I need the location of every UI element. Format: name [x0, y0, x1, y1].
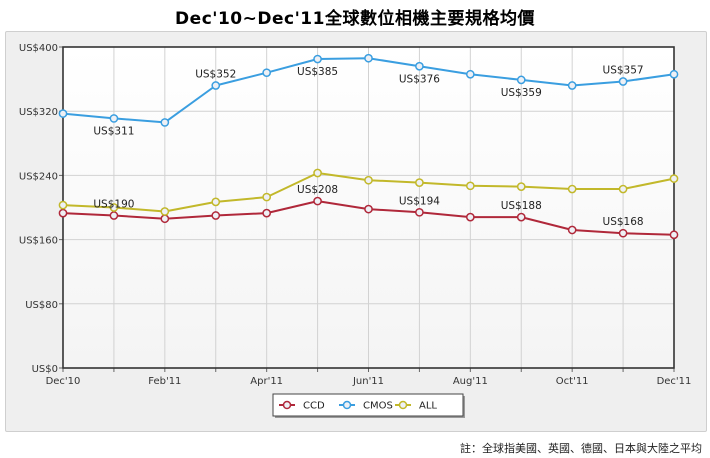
data-label-ccd: US$194	[399, 195, 440, 207]
point-all	[669, 174, 679, 183]
point-all	[415, 178, 424, 187]
point-ccd	[364, 204, 373, 214]
point-cmos	[160, 118, 170, 127]
x-tick-label: Dec'11	[657, 376, 692, 387]
point-all	[109, 203, 119, 212]
point-cmos	[262, 68, 272, 78]
y-tick-label: US$160	[19, 236, 58, 247]
data-label-cmos: US$357	[603, 65, 644, 77]
point-ccd	[160, 214, 170, 224]
point-all	[58, 200, 68, 210]
point-all	[262, 192, 272, 202]
data-label-cmos: US$311	[93, 125, 134, 137]
y-tick-label: US$400	[19, 43, 58, 54]
data-label-cmos: US$376	[399, 73, 440, 85]
data-label-ccd: US$168	[603, 216, 644, 228]
point-ccd	[262, 208, 272, 218]
data-label-ccd: US$208	[297, 184, 338, 196]
point-ccd	[516, 212, 526, 222]
point-all	[567, 184, 577, 194]
point-all	[618, 184, 628, 194]
data-label-ccd: US$190	[93, 199, 134, 211]
point-ccd	[465, 212, 475, 222]
y-tick-label: US$240	[19, 171, 58, 182]
point-ccd	[109, 211, 119, 220]
point-all	[516, 182, 526, 191]
point-cmos	[516, 75, 526, 85]
point-ccd	[58, 208, 68, 218]
chart-footnote: 註：全球指美國、英國、德國、日本與大陸之平均	[460, 442, 702, 455]
x-tick-label: Aug'11	[453, 376, 488, 387]
point-cmos	[567, 81, 577, 90]
line-chart: US$0 US$80 US$160 US$240 US$320 US$400 Dec'10 F…	[19, 43, 692, 418]
point-ccd	[618, 228, 628, 238]
data-label-cmos: US$385	[297, 66, 338, 78]
point-ccd	[567, 225, 577, 235]
data-label-cmos: US$352	[195, 69, 236, 81]
legend-marker-all	[398, 400, 408, 410]
x-tick-label: Dec'10	[46, 376, 81, 387]
point-ccd	[313, 196, 322, 206]
data-label-ccd: US$188	[501, 200, 542, 212]
chart-title: Dec'10~Dec'11全球數位相機主要規格均價	[175, 9, 535, 29]
y-tick-label: US$320	[19, 107, 58, 118]
point-cmos	[364, 53, 373, 63]
point-ccd	[415, 207, 424, 217]
point-cmos	[669, 69, 679, 79]
point-all	[465, 181, 475, 191]
point-cmos	[58, 109, 68, 118]
point-ccd	[669, 230, 679, 240]
x-tick-label: Apr'11	[250, 376, 283, 387]
point-cmos	[465, 69, 475, 79]
point-all	[160, 207, 170, 216]
legend-label-all: ALL	[419, 401, 437, 412]
legend-box	[272, 393, 464, 417]
point-cmos	[109, 114, 119, 123]
y-tick-label: US$80	[25, 300, 58, 311]
point-cmos	[211, 81, 221, 90]
x-tick-label: Oct'11	[556, 376, 589, 387]
point-ccd	[211, 211, 221, 220]
x-tick-label: Jun'11	[352, 376, 384, 387]
point-cmos	[618, 77, 628, 86]
legend-marker-ccd	[282, 400, 292, 410]
point-all	[211, 197, 221, 207]
point-cmos	[313, 54, 322, 64]
point-all	[364, 175, 373, 185]
legend-label-ccd: CCD	[303, 401, 325, 412]
y-tick-label: US$0	[32, 364, 58, 375]
legend-marker-cmos	[342, 400, 352, 410]
point-all	[313, 168, 322, 178]
x-tick-label: Feb'11	[148, 376, 181, 387]
point-cmos	[415, 61, 424, 71]
legend-label-cmos: CMOS	[363, 401, 393, 412]
data-label-cmos: US$359	[501, 87, 542, 99]
